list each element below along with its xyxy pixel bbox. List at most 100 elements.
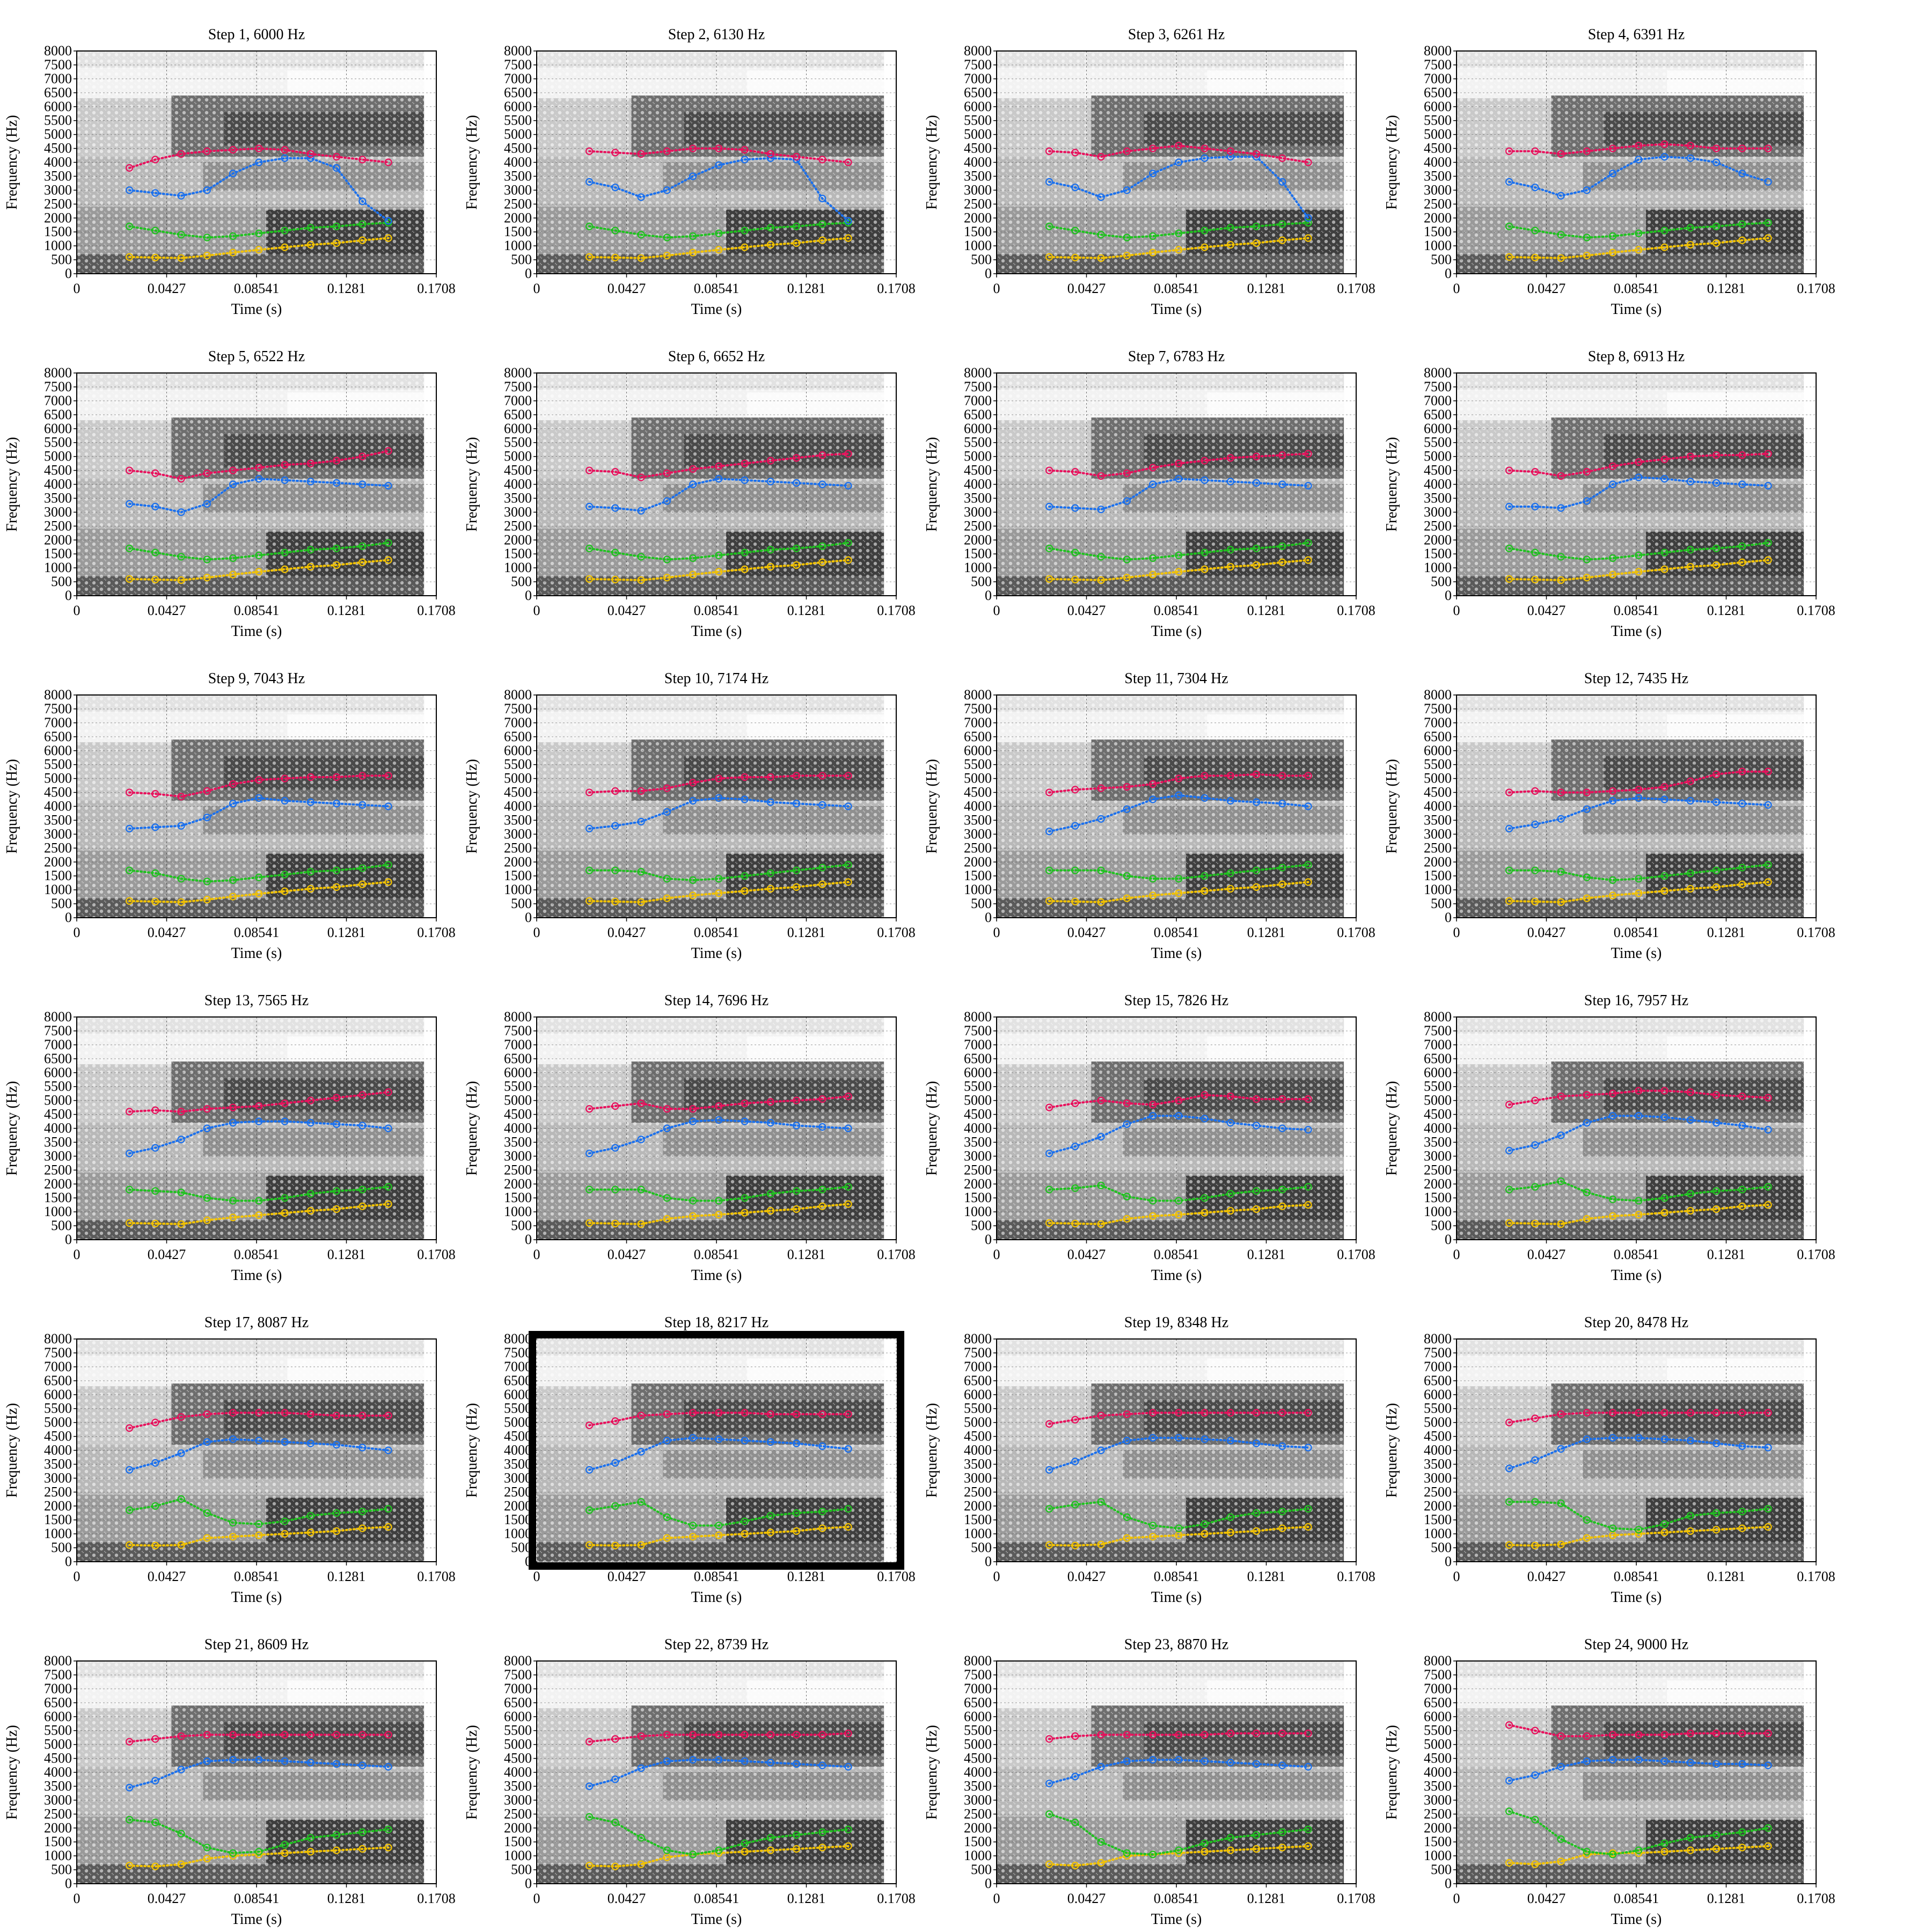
formant-point-f2 [637, 1498, 645, 1506]
x-axis-label: Time (s) [231, 623, 282, 640]
formant-point-f2 [1123, 1513, 1131, 1521]
formant-point-f3 [741, 1117, 749, 1125]
formant-point-f2 [715, 551, 723, 559]
formant-point-f2 [1686, 1834, 1694, 1842]
y-tick-label: 1000 [504, 882, 532, 897]
formant-track-f2 [1048, 541, 1309, 561]
formant-point-f3 [1608, 170, 1617, 178]
formant-point-f4 [1304, 1095, 1312, 1103]
formant-point-f1 [255, 1531, 263, 1539]
formant-track-f4 [1508, 770, 1769, 794]
y-tick-label: 5000 [964, 1737, 992, 1752]
formant-point-f3 [1557, 815, 1565, 823]
formant-point-f1 [1175, 889, 1183, 897]
formant-track-f4 [588, 1732, 850, 1743]
x-tick-label: 0.1281 [1707, 1569, 1746, 1584]
y-tick-label: 3000 [44, 1148, 72, 1163]
formant-point-f4 [1148, 1101, 1157, 1109]
formant-point-f2 [1123, 555, 1131, 564]
formant-point-f2 [384, 861, 392, 869]
y-tick-label: 2500 [44, 1806, 72, 1821]
formant-point-f2 [1304, 539, 1312, 547]
x-tick-label: 0.1281 [1247, 1891, 1286, 1906]
y-tick-label: 2000 [504, 1820, 532, 1835]
formant-point-f2 [1175, 1197, 1183, 1205]
formant-point-f3 [384, 217, 392, 225]
formant-point-f2 [1201, 1194, 1209, 1202]
formant-point-f2 [1123, 1849, 1131, 1857]
formant-point-f3 [1148, 170, 1157, 178]
y-tick-label: 7500 [964, 1345, 992, 1360]
formant-point-f4 [1097, 472, 1105, 480]
formant-point-f1 [1304, 1523, 1312, 1531]
formant-track-f1 [588, 559, 850, 582]
formant-point-f4 [715, 1731, 723, 1739]
formant-point-f2 [1278, 542, 1286, 550]
y-tick-label: 2500 [964, 196, 992, 211]
y-tick-label: 4000 [44, 1765, 72, 1780]
formant-point-f3 [1738, 1760, 1746, 1768]
formant-point-f1 [1226, 1206, 1234, 1215]
formant-point-f1 [1071, 575, 1079, 584]
formant-point-f4 [611, 1735, 619, 1743]
formant-point-f2 [1531, 548, 1539, 557]
x-tick-label: 0.08541 [234, 603, 280, 618]
formant-point-f3 [1304, 481, 1312, 490]
formant-point-f2 [1252, 222, 1261, 230]
formant-point-f4 [689, 779, 697, 787]
formant-point-f2 [306, 1190, 314, 1198]
formant-point-f3 [1712, 1439, 1721, 1447]
panel-title: Step 4, 6391 Hz [1588, 26, 1685, 43]
y-tick-label: 6000 [44, 99, 72, 114]
formant-point-f2 [1278, 1185, 1286, 1194]
y-tick-label: 6500 [44, 85, 72, 100]
formant-point-f3 [125, 500, 134, 508]
formant-point-f4 [1071, 468, 1079, 476]
formant-point-f2 [1686, 1190, 1694, 1198]
formant-point-f4 [1123, 469, 1131, 477]
formant-point-f3 [585, 1466, 594, 1474]
x-tick-label: 0 [533, 1569, 540, 1584]
y-tick-label: 5000 [964, 127, 992, 142]
x-tick-label: 0 [533, 281, 540, 296]
formant-point-f2 [1635, 1526, 1643, 1534]
formant-point-f3 [1608, 797, 1617, 805]
y-tick-label: 3000 [1424, 1792, 1452, 1807]
y-tick-label: 1500 [1424, 546, 1452, 561]
y-tick-label: 8000 [504, 1009, 532, 1024]
formant-point-f2 [151, 1187, 159, 1195]
y-tick-label: 1000 [964, 560, 992, 575]
formant-point-f4 [332, 773, 341, 781]
formant-point-f2 [306, 546, 314, 554]
y-tick-label: 3500 [1424, 490, 1452, 506]
formant-point-f2 [306, 868, 314, 876]
x-tick-label: 0 [993, 281, 1000, 296]
y-tick-label: 3500 [504, 812, 532, 828]
formant-point-f1 [281, 565, 289, 573]
formant-point-f3 [689, 1117, 697, 1125]
y-tick-label: 6000 [1424, 1709, 1452, 1724]
formant-point-f3 [203, 1438, 211, 1446]
y-tick-label: 8000 [964, 365, 992, 380]
x-tick-label: 0.1708 [1337, 1569, 1375, 1584]
y-tick-label: 4500 [44, 1751, 72, 1766]
formant-point-f1 [177, 254, 185, 262]
formant-point-f3 [1304, 1763, 1312, 1771]
x-tick-label: 0 [74, 281, 80, 296]
formant-point-f1 [741, 565, 749, 573]
y-tick-label: 5000 [1424, 1737, 1452, 1752]
panel-title: Step 18, 8217 Hz [664, 1314, 769, 1331]
x-tick-label: 0.08541 [1614, 603, 1659, 618]
y-tick-label: 6000 [44, 421, 72, 436]
formant-point-f2 [281, 1517, 289, 1525]
formant-point-f3 [1201, 154, 1209, 162]
formant-point-f3 [1304, 1125, 1312, 1134]
panel-title: Step 22, 8739 Hz [664, 1636, 769, 1653]
formant-point-f4 [125, 1108, 134, 1116]
formant-point-f1 [229, 892, 237, 901]
y-tick-label: 2500 [964, 1484, 992, 1499]
y-tick-label: 7500 [1424, 1023, 1452, 1038]
formant-point-f1 [177, 1541, 185, 1549]
formant-point-f1 [585, 253, 594, 261]
formant-point-f3 [358, 801, 367, 809]
